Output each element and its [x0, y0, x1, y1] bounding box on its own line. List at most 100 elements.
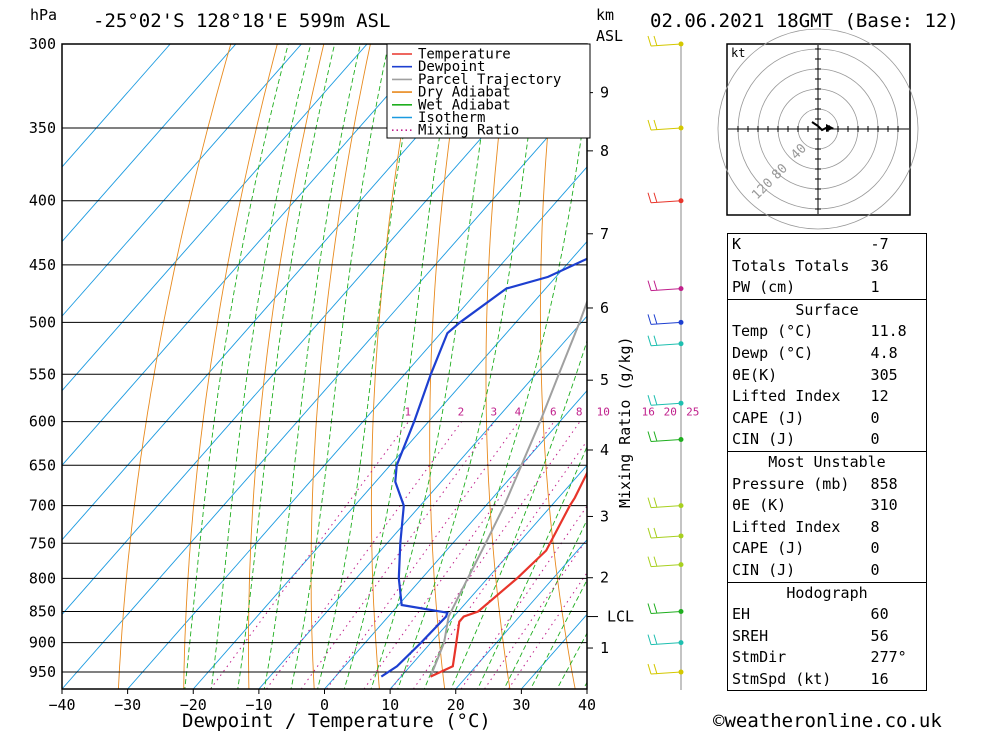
surface-index-label: Temp (°C): [732, 322, 814, 341]
general-index-value: 1: [870, 278, 880, 297]
most-unstable-index-row: θE (K) 310: [728, 495, 926, 517]
surface-title: Surface: [795, 300, 859, 319]
pressure-tick-label: 800: [29, 569, 56, 587]
wet-adiabat-line: [477, 445, 587, 689]
wet-adiabat-line: [290, 44, 389, 689]
general-index-label: K: [732, 235, 742, 253]
surface-index-label: θE(K): [732, 365, 778, 384]
pressure-tick-label: 850: [29, 602, 56, 620]
isotherm-line: [455, 539, 587, 689]
dry-adiabat-line: [975, 44, 1000, 689]
isotherm-line: [62, 44, 565, 616]
dry-adiabat-line: [644, 44, 705, 689]
general-indices: K -7 Totals Totals 36 PW (cm) 1: [728, 234, 926, 299]
wind-barb: [647, 192, 682, 204]
wet-adiabat-line: [450, 339, 587, 689]
mixing-ratio-line: [391, 421, 581, 689]
pressure-unit-label: hPa: [30, 6, 57, 24]
mixing-ratio-label: 25: [686, 406, 699, 419]
isotherm-line: [62, 44, 171, 168]
km-tick-label: 3: [600, 507, 609, 525]
most-unstable-index-value: 0: [870, 539, 880, 558]
general-index-value: -7: [870, 235, 889, 253]
surface-index-value: 11.8: [870, 322, 907, 341]
hodograph-index-row: StmDir 277°: [728, 647, 926, 669]
x-tick-label: 20: [447, 696, 465, 714]
pressure-tick-label: 300: [29, 35, 56, 53]
mixing-ratio-line: [210, 421, 409, 689]
pressure-tick-label: 400: [29, 192, 56, 210]
legend-label: Isotherm: [418, 110, 485, 126]
indices-table: K -7 Totals Totals 36 PW (cm) 1 Surface Temp …: [727, 233, 927, 692]
x-axis-title: Dewpoint / Temperature (°C): [182, 710, 491, 732]
mixing-ratio-line: [460, 505, 587, 689]
pressure-tick-label: 500: [29, 313, 56, 331]
wind-barb: [647, 35, 682, 47]
surface-index-row: θE(K) 305: [728, 365, 926, 387]
surface-index-row: Lifted Index 12: [728, 386, 926, 408]
hodograph-index-value: 277°: [870, 648, 907, 667]
wind-barb: [647, 634, 682, 646]
legend-label: Temperature: [418, 47, 511, 63]
dry-adiabat-line: [183, 44, 278, 689]
pressure-tick-label: 550: [29, 365, 56, 383]
most-unstable-index-value: 8: [870, 517, 880, 536]
isotherm-line: [324, 390, 587, 689]
hodograph-index-label: StmDir: [732, 648, 787, 667]
most-unstable-index-label: CAPE (J): [732, 539, 805, 558]
wet-adiabat-line: [503, 518, 587, 689]
x-tick-label: 40: [578, 696, 596, 714]
surface-index-value: 12: [870, 387, 889, 406]
legend-label: Mixing Ratio: [418, 123, 519, 139]
x-tick-label: −30: [114, 696, 141, 714]
x-tick-label: −20: [180, 696, 207, 714]
km-tick-label: 1: [600, 639, 609, 657]
km-unit-label: km: [596, 6, 614, 24]
hodograph-index-label: StmSpd (kt): [732, 669, 832, 688]
mixing-ratio-line: [266, 421, 463, 689]
x-tick-label: 30: [512, 696, 530, 714]
mixing-ratio-line: [300, 421, 495, 689]
mixing-ratio-line: [326, 421, 520, 689]
general-index-value: 36: [870, 256, 889, 275]
surface-index-value: 0: [870, 430, 880, 449]
hodograph-unit: kt: [731, 46, 745, 60]
dry-adiabat-line: [539, 44, 576, 689]
most-unstable-index-label: θE (K): [732, 496, 787, 515]
mixing-ratio-label: 10: [597, 406, 610, 419]
legend-label: Parcel Trajectory: [418, 72, 561, 88]
wind-barb: [647, 527, 682, 539]
asl-unit-label: ASL: [596, 27, 623, 45]
sounding-traces: [380, 257, 587, 678]
km-tick-label: 8: [600, 142, 609, 160]
most-unstable-index-row: Pressure (mb) 858: [728, 474, 926, 496]
x-tick-label: 10: [381, 696, 399, 714]
most-unstable-title: Most Unstable: [768, 452, 886, 471]
wet-adiabat-line: [529, 579, 587, 689]
mixing-ratio-label: 4: [515, 406, 522, 419]
mixing-ratio-label: 6: [550, 406, 557, 419]
copyright-footer[interactable]: ©weatheronline.co.uk: [713, 710, 942, 732]
surface-index-value: 4.8: [870, 343, 898, 362]
temperature-axis: −40 −30 −20 −10 0 10 20 30 40: [48, 689, 596, 714]
location-title: -25°02'S 128°18'E 599m ASL: [93, 10, 390, 32]
mixing-ratio-line: [412, 440, 587, 689]
dry-adiabat-lines: [117, 44, 1000, 689]
most-unstable-index-row: Lifted Index 8: [728, 517, 926, 539]
wet-adiabat-line: [210, 44, 312, 689]
surface-index-label: CAPE (J): [732, 408, 805, 427]
surface-index-value: 0: [870, 408, 880, 427]
dry-adiabat-line: [429, 44, 464, 689]
surface-index-row: CIN (J) 0: [728, 429, 926, 451]
height-axis: 9 8 7 6 5 4 3 2 1 LCL: [587, 84, 634, 657]
pressure-tick-label: 750: [29, 534, 56, 552]
storm-motion-marker: [826, 124, 834, 132]
x-tick-label: −40: [48, 696, 75, 714]
wet-adiabat-line: [317, 44, 421, 689]
wind-profile: [647, 35, 684, 690]
dry-adiabat-line: [117, 44, 232, 689]
wind-barb: [647, 314, 682, 325]
mixing-ratio-label: 16: [642, 406, 655, 419]
